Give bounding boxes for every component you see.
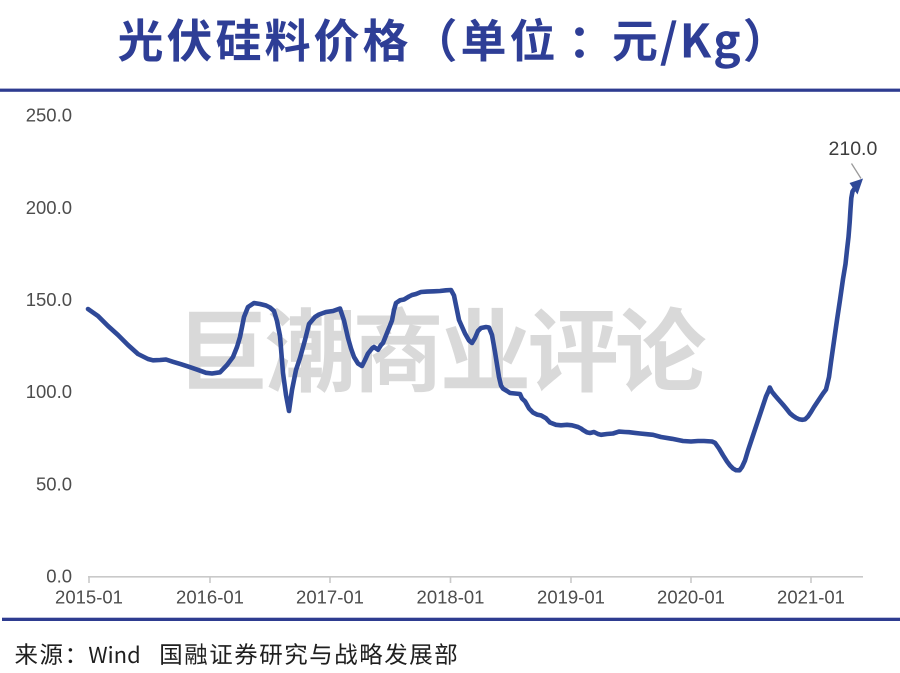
svg-text:2018-01: 2018-01 bbox=[417, 587, 485, 608]
svg-text:2017-01: 2017-01 bbox=[296, 587, 364, 608]
svg-text:150.0: 150.0 bbox=[26, 289, 72, 310]
svg-text:200.0: 200.0 bbox=[26, 197, 72, 218]
svg-text:2021-01: 2021-01 bbox=[777, 587, 845, 608]
svg-text:2015-01: 2015-01 bbox=[55, 587, 123, 608]
svg-text:50.0: 50.0 bbox=[36, 473, 72, 494]
svg-text:2019-01: 2019-01 bbox=[537, 587, 605, 608]
svg-text:100.0: 100.0 bbox=[26, 381, 72, 402]
svg-text:2020-01: 2020-01 bbox=[657, 587, 725, 608]
svg-text:250.0: 250.0 bbox=[26, 105, 72, 126]
svg-text:2016-01: 2016-01 bbox=[176, 587, 244, 608]
svg-text:210.0: 210.0 bbox=[829, 138, 878, 160]
svg-text:0.0: 0.0 bbox=[46, 565, 72, 586]
